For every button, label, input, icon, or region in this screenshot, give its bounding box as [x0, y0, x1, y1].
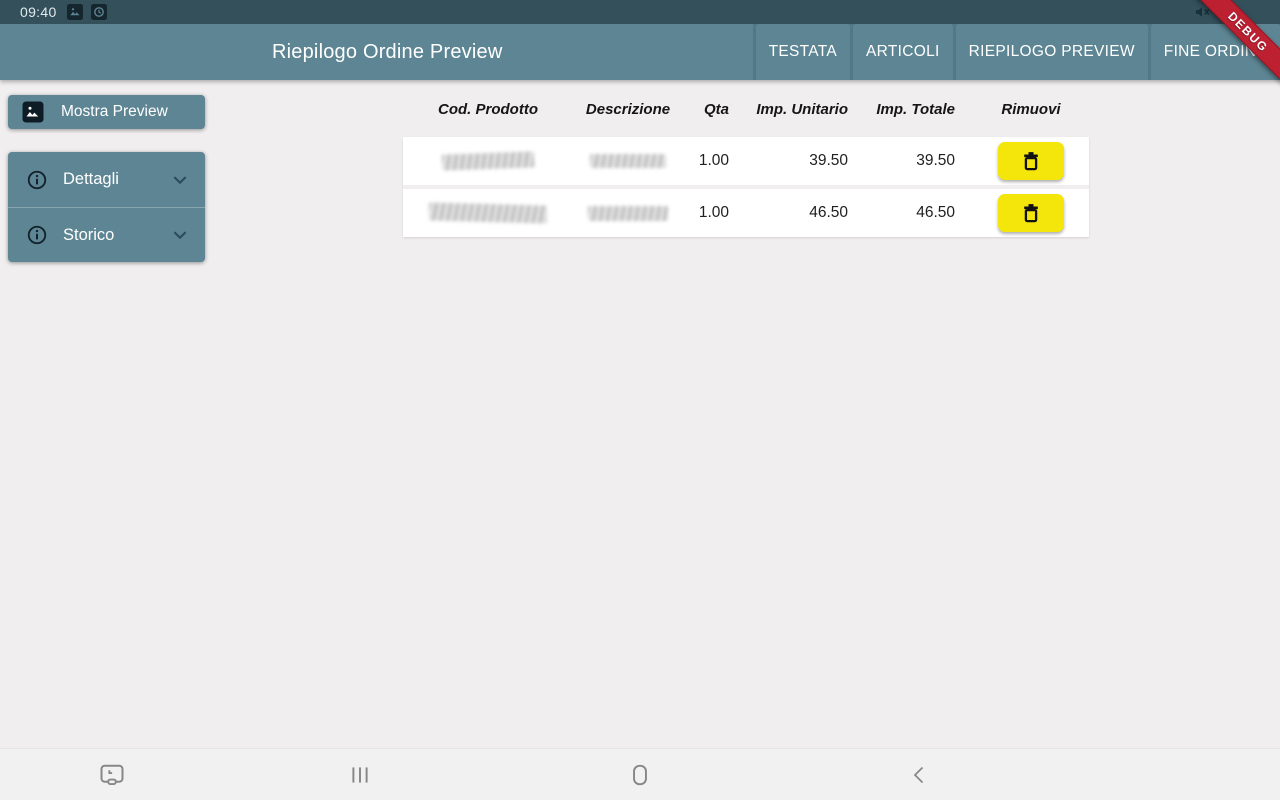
- nav-tab-articoli[interactable]: ARTICOLI: [853, 24, 953, 80]
- mostra-preview-label: Mostra Preview: [61, 103, 168, 120]
- sidebar-item-label: Storico: [63, 225, 115, 244]
- cell-descrizione: [573, 154, 683, 168]
- column-header-cod-prodotto: Cod. Prodotto: [438, 100, 538, 118]
- volume-muted-icon: [1193, 3, 1211, 21]
- recents-button[interactable]: [338, 753, 382, 797]
- screenshot-toolbar-button[interactable]: [90, 753, 134, 797]
- screenshot-icon: [97, 760, 127, 790]
- info-icon: [26, 224, 48, 246]
- info-icon: [26, 169, 48, 191]
- delete-row-button[interactable]: [998, 194, 1064, 232]
- system-navigation-bar: [0, 748, 1280, 800]
- back-icon: [908, 763, 932, 787]
- page-title: Riepilogo Ordine Preview: [272, 40, 503, 63]
- nav-tab-testata[interactable]: TESTATA: [755, 24, 851, 80]
- order-summary-table: Cod. Prodotto Descrizione Qta Imp. Unita…: [403, 94, 1089, 237]
- column-header-qta: Qta: [703, 100, 729, 118]
- image-icon: [21, 100, 45, 124]
- redacted-product-code: [441, 151, 535, 171]
- table-row: 1.00 46.50 46.50: [403, 189, 1089, 237]
- sidebar-item-dettagli[interactable]: Dettagli: [8, 152, 205, 207]
- table-header-row: Cod. Prodotto Descrizione Qta Imp. Unita…: [403, 94, 1089, 124]
- sidebar-accordion: Dettagli Storico: [8, 152, 205, 262]
- cell-cod-prodotto: [403, 151, 573, 171]
- cell-imp-unitario: 46.50: [809, 204, 848, 221]
- table-body: 1.00 39.50 39.50 1.00 46.50 46.50: [403, 137, 1089, 237]
- clock-notification-icon: [90, 4, 107, 20]
- status-bar: 09:40: [0, 0, 1280, 24]
- nav-tab-fine-ordine[interactable]: FINE ORDINE: [1150, 24, 1280, 80]
- title-region: Riepilogo Ordine Preview: [0, 24, 753, 80]
- image-notification-icon: [66, 4, 83, 20]
- sidebar-item-label: Dettagli: [63, 170, 119, 188]
- column-header-descrizione: Descrizione: [585, 100, 671, 118]
- column-header-imp-unitario: Imp. Unitario: [756, 100, 848, 118]
- home-button[interactable]: [618, 753, 662, 797]
- cell-qta: 1.00: [698, 204, 729, 221]
- table-row: 1.00 39.50 39.50: [403, 137, 1089, 185]
- chevron-down-icon: [169, 169, 191, 191]
- mostra-preview-button[interactable]: Mostra Preview: [8, 95, 205, 129]
- cell-rimuovi: [973, 142, 1089, 180]
- nav-tab-riepilogo-preview[interactable]: RIEPILOGO PREVIEW: [955, 24, 1148, 80]
- cell-imp-unitario: 39.50: [809, 152, 848, 169]
- recents-icon: [347, 762, 373, 788]
- trash-icon: [1019, 149, 1043, 173]
- redacted-description: [590, 154, 666, 168]
- cell-qta: 1.00: [698, 152, 729, 169]
- row-divider: [403, 185, 1089, 189]
- sidebar-item-storico[interactable]: Storico: [8, 207, 205, 262]
- redacted-description: [588, 205, 668, 221]
- back-button[interactable]: [898, 753, 942, 797]
- delete-row-button[interactable]: [998, 142, 1064, 180]
- home-icon: [627, 762, 653, 788]
- column-header-imp-totale: Imp. Totale: [876, 100, 955, 118]
- wifi-icon: [1218, 3, 1236, 21]
- chevron-down-icon: [169, 224, 191, 246]
- status-bar-clock: 09:40: [20, 4, 57, 20]
- cell-rimuovi: [973, 194, 1089, 232]
- trash-icon: [1019, 201, 1043, 225]
- cell-imp-totale: 39.50: [916, 152, 955, 169]
- cell-descrizione: [573, 205, 683, 221]
- redacted-product-code: [428, 202, 548, 224]
- cell-imp-totale: 46.50: [916, 204, 955, 221]
- column-header-rimuovi: Rimuovi: [1001, 100, 1061, 118]
- app-header: Riepilogo Ordine Preview TESTATA ARTICOL…: [0, 24, 1280, 80]
- cell-cod-prodotto: [403, 202, 573, 224]
